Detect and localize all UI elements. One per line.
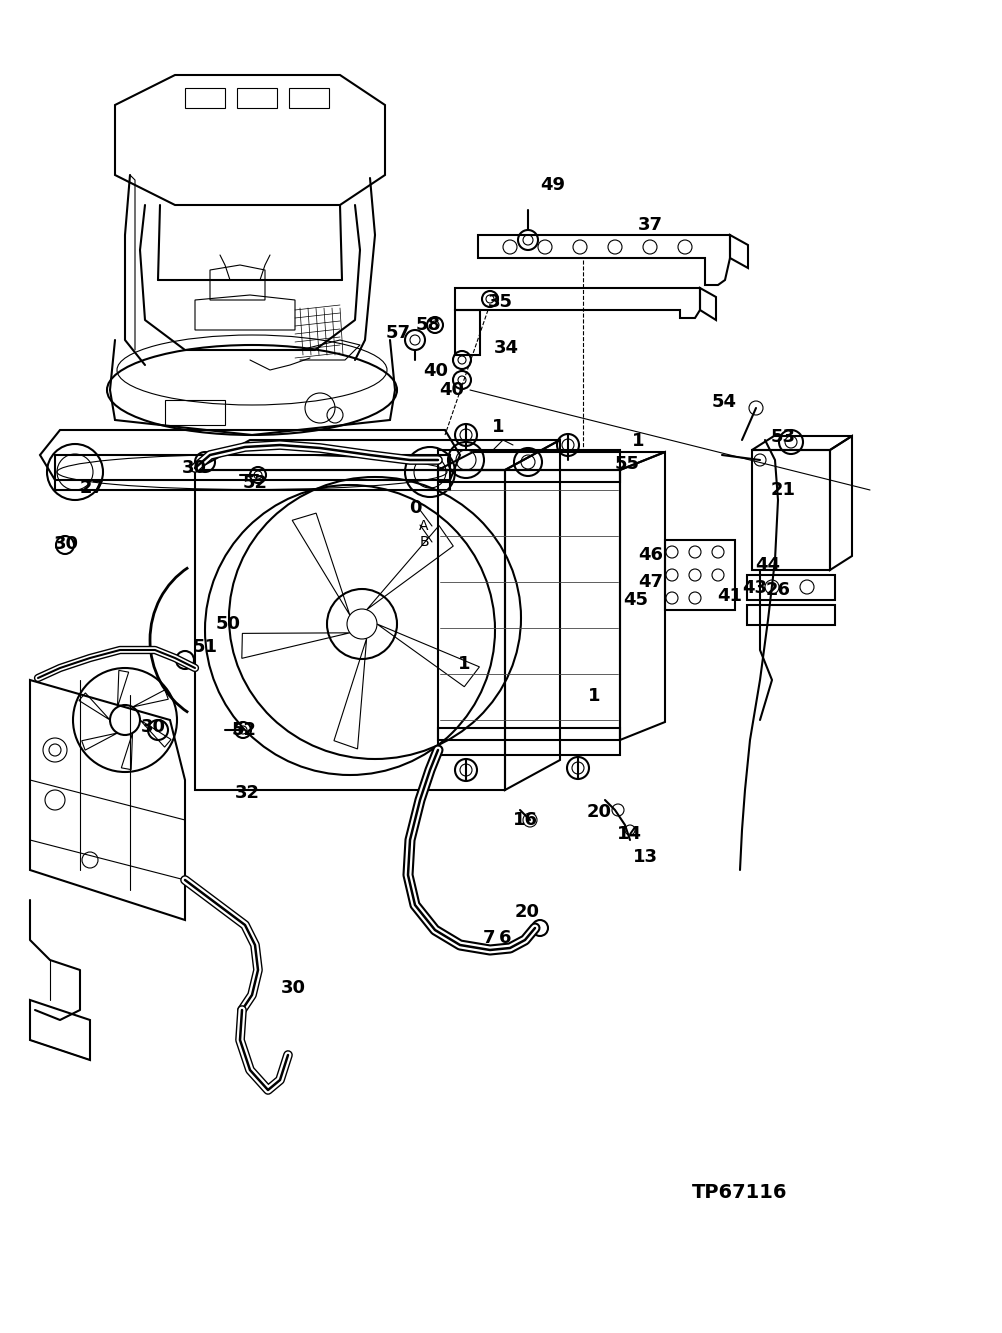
Text: B: B [419,535,429,549]
Text: 49: 49 [540,176,565,195]
Text: 44: 44 [756,556,781,575]
Text: 16: 16 [512,810,537,829]
Text: A: A [419,519,429,533]
Text: 52: 52 [242,475,268,492]
Text: 26: 26 [766,581,791,599]
Text: 7: 7 [483,929,495,946]
Text: 13: 13 [632,848,657,866]
Text: 40: 40 [424,363,449,380]
Text: 30: 30 [53,535,78,553]
Bar [165,400,225,425]
Text: 21: 21 [771,481,796,499]
Text: 35: 35 [488,293,512,311]
Text: 50: 50 [215,615,240,633]
Text: 37: 37 [637,216,662,235]
Text: 46: 46 [638,547,663,564]
Text: 54: 54 [711,393,736,411]
Text: 1: 1 [588,686,600,705]
Text: 47: 47 [638,573,663,591]
Text: 1: 1 [631,432,644,451]
Text: 1: 1 [458,655,470,673]
Text: 57: 57 [386,324,411,343]
Text: 20: 20 [514,902,539,921]
Text: 41: 41 [717,587,742,605]
Text: 40: 40 [440,381,465,399]
Text: 55: 55 [614,455,639,473]
Text: 0: 0 [409,499,421,517]
Text: 14: 14 [616,825,641,842]
Text: 43: 43 [742,579,768,597]
Text: 51: 51 [192,639,217,656]
Bar [752,451,830,571]
Text: 20: 20 [586,802,611,821]
Text: 45: 45 [623,591,648,609]
Text: 30: 30 [281,978,306,997]
Text: 30: 30 [181,459,206,477]
Text: 53: 53 [771,428,796,447]
Text: 30: 30 [140,718,165,736]
Text: 27: 27 [79,479,104,497]
Text: 6: 6 [499,929,511,946]
Text: 34: 34 [494,339,518,357]
Text: 58: 58 [416,316,441,335]
Bar [438,471,620,740]
Text: 32: 32 [234,784,260,802]
Text: 52: 52 [231,721,257,738]
Text: TP67116: TP67116 [692,1182,788,1201]
Text: 1: 1 [492,419,504,436]
